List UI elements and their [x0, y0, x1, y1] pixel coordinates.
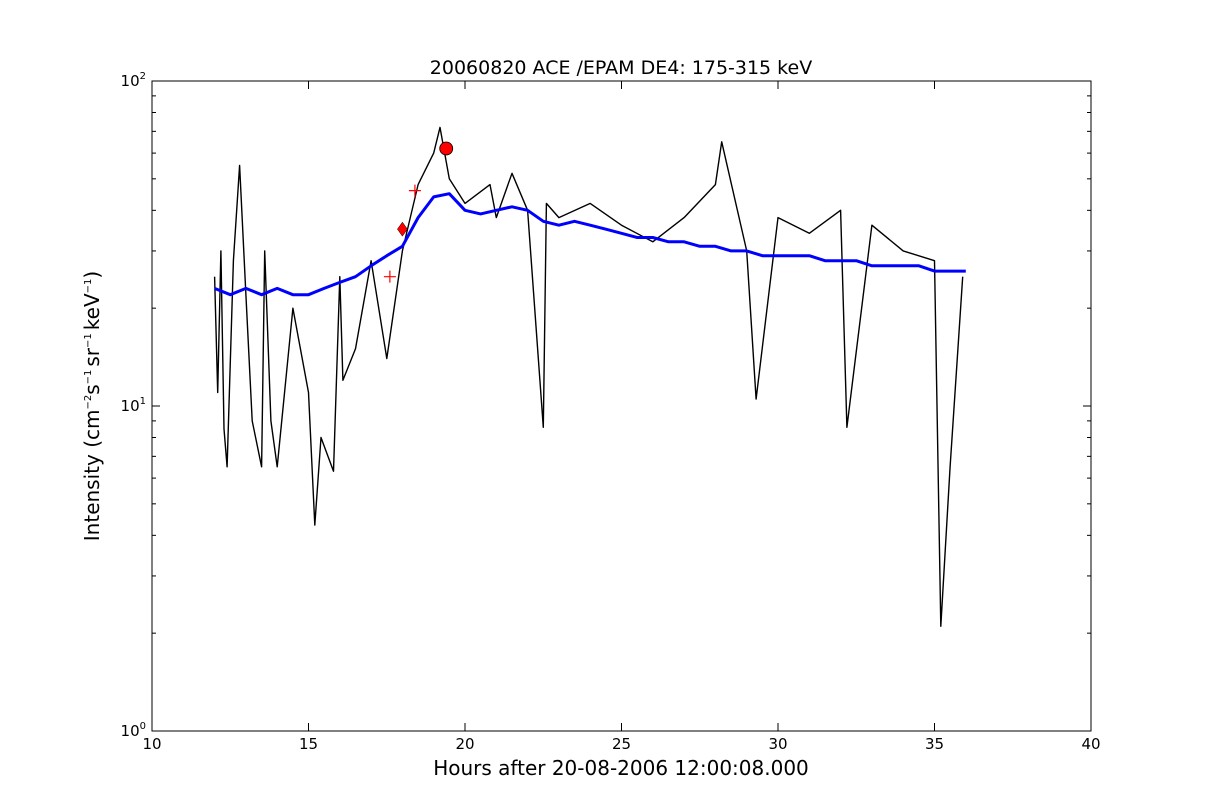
series-line-2 — [214, 192, 966, 297]
y-label-part: Intensity (cm — [80, 410, 104, 542]
y-label-part: ) — [80, 271, 104, 279]
chart-title: 20060820 ACE /EPAM DE4: 175-315 keV — [430, 57, 812, 79]
x-tick-label: 40 — [1081, 735, 1100, 753]
y-label-sup: −1 — [83, 370, 94, 385]
x-axis-label: Hours after 20-08-2006 12:00:08.000 — [433, 756, 809, 780]
x-tick-label: 15 — [299, 735, 318, 753]
y-tick-base: 10 — [121, 722, 140, 740]
y-tick-label: 101 — [121, 396, 146, 415]
marker-layer — [383, 141, 454, 283]
marker-plus — [408, 184, 421, 197]
y-label-part: sr — [80, 347, 104, 366]
y-label-sup: −1 — [83, 333, 94, 348]
x-tick-label: 25 — [612, 735, 631, 753]
y-tick-label: 102 — [121, 71, 146, 90]
y-tick-base: 10 — [121, 397, 140, 415]
x-tick-label: 10 — [142, 735, 161, 753]
y-label-sup: −1 — [83, 279, 94, 294]
marker-diamond — [397, 221, 408, 237]
marker-circle — [439, 141, 454, 156]
x-tick-label: 20 — [455, 735, 474, 753]
y-tick-base: 10 — [121, 72, 140, 90]
x-tick-label: 35 — [925, 735, 944, 753]
y-label-part: keV — [80, 293, 104, 330]
y-tick-exponent: 2 — [140, 71, 146, 82]
x-tick-label: 30 — [768, 735, 787, 753]
y-tick-exponent: 1 — [140, 396, 146, 407]
y-axis-label: Intensity (cm−2s−1sr−1keV−1) — [80, 271, 104, 541]
y-label-sup: −2 — [83, 395, 94, 410]
marker-plus — [383, 270, 396, 283]
y-tick-label: 100 — [121, 721, 146, 740]
y-tick-exponent: 0 — [140, 721, 146, 732]
y-label-part: s — [80, 384, 104, 394]
plot-area — [152, 81, 1091, 731]
